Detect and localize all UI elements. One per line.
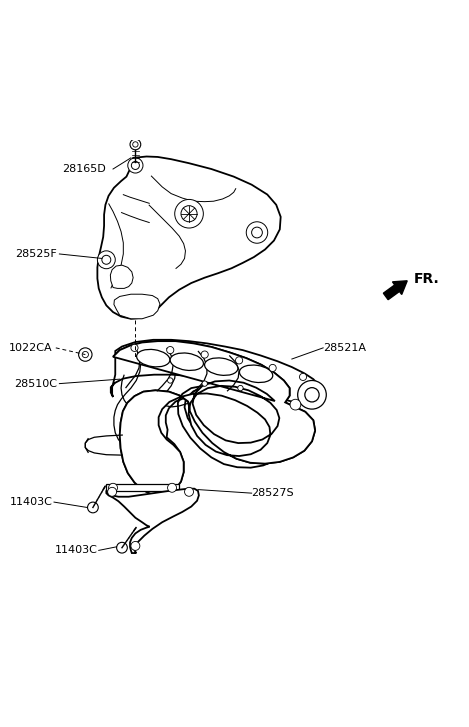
Circle shape <box>131 345 138 351</box>
Polygon shape <box>110 265 133 289</box>
Circle shape <box>128 158 143 173</box>
Text: 28165D: 28165D <box>62 164 106 174</box>
Circle shape <box>290 399 301 410</box>
Circle shape <box>167 483 176 492</box>
Ellipse shape <box>240 365 273 382</box>
Circle shape <box>235 357 242 364</box>
Ellipse shape <box>170 353 204 371</box>
Circle shape <box>238 385 243 391</box>
Ellipse shape <box>204 358 238 375</box>
Circle shape <box>300 374 307 380</box>
Circle shape <box>102 255 111 264</box>
Text: 11403C: 11403C <box>54 545 98 555</box>
Text: FR.: FR. <box>414 272 439 286</box>
Circle shape <box>246 222 268 244</box>
Polygon shape <box>106 484 179 491</box>
Polygon shape <box>106 489 199 553</box>
Circle shape <box>202 381 207 386</box>
Circle shape <box>79 348 92 361</box>
Circle shape <box>185 487 194 497</box>
Circle shape <box>298 380 326 409</box>
Ellipse shape <box>136 350 170 367</box>
Circle shape <box>88 502 98 513</box>
Text: 28521A: 28521A <box>323 343 366 353</box>
Circle shape <box>181 206 197 222</box>
Circle shape <box>269 364 276 371</box>
Text: 28527S: 28527S <box>252 488 294 498</box>
Polygon shape <box>113 341 315 495</box>
Circle shape <box>108 483 118 492</box>
Circle shape <box>117 542 128 553</box>
Circle shape <box>131 542 140 550</box>
Circle shape <box>82 351 89 358</box>
Circle shape <box>108 487 117 497</box>
Circle shape <box>131 161 139 169</box>
Text: 28525F: 28525F <box>15 249 57 259</box>
Polygon shape <box>114 294 160 319</box>
Circle shape <box>130 139 141 150</box>
Circle shape <box>133 142 138 147</box>
Circle shape <box>252 227 262 238</box>
Text: 11403C: 11403C <box>10 497 53 507</box>
Circle shape <box>167 378 173 383</box>
Circle shape <box>166 347 174 353</box>
Circle shape <box>175 199 204 228</box>
Circle shape <box>201 351 208 358</box>
Circle shape <box>305 387 319 402</box>
Text: 1022CA: 1022CA <box>9 343 53 353</box>
FancyArrow shape <box>383 281 407 300</box>
Polygon shape <box>98 156 280 319</box>
Text: 28510C: 28510C <box>14 379 57 389</box>
Circle shape <box>98 251 115 269</box>
Polygon shape <box>111 340 319 403</box>
